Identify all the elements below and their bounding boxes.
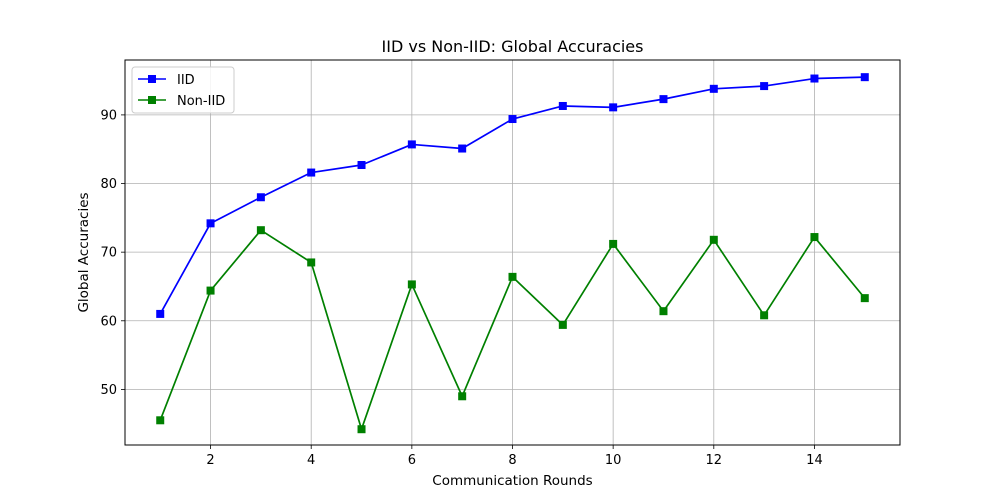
x-tick-label: 12: [706, 453, 723, 468]
series-non-iid: [156, 226, 869, 434]
data-point-non-iid: [458, 392, 467, 401]
x-axis-ticks: 2 4 6 8 10 12 14: [206, 445, 823, 468]
data-point-non-iid: [810, 233, 819, 242]
data-point-iid: [206, 219, 215, 228]
data-point-iid: [558, 101, 567, 110]
legend-marker-non-iid: [148, 96, 156, 104]
data-point-iid: [508, 115, 517, 124]
data-point-iid: [810, 74, 819, 83]
data-point-iid: [307, 168, 316, 177]
x-tick-label: 2: [206, 453, 214, 468]
data-point-non-iid: [558, 320, 567, 329]
data-point-non-iid: [508, 272, 517, 281]
data-point-iid: [357, 161, 366, 169]
data-point-iid: [156, 309, 165, 318]
series-group: [156, 73, 869, 434]
y-axis-ticks: 50 60 70 80 90: [100, 108, 125, 398]
data-point-non-iid: [760, 311, 769, 320]
data-point-iid: [458, 144, 467, 153]
data-point-non-iid: [206, 286, 215, 295]
data-point-non-iid: [256, 226, 265, 235]
grid: [125, 60, 900, 445]
x-tick-label: 6: [408, 453, 416, 468]
data-point-non-iid: [407, 280, 416, 289]
y-tick-label: 70: [100, 246, 117, 261]
data-point-non-iid: [609, 239, 618, 248]
y-axis-title: Global Accuracies: [76, 192, 92, 312]
series-iid: [156, 73, 869, 318]
data-point-iid: [760, 82, 769, 91]
data-point-non-iid: [156, 416, 165, 425]
legend: IID Non-IID: [131, 66, 235, 114]
data-point-non-iid: [709, 235, 718, 244]
data-point-iid: [659, 95, 668, 104]
x-tick-label: 8: [508, 453, 516, 468]
data-point-iid: [709, 84, 718, 93]
y-tick-label: 50: [100, 383, 117, 398]
chart-title: IID vs Non-IID: Global Accuracies: [382, 37, 644, 56]
legend-label-iid: IID: [177, 73, 195, 88]
data-point-non-iid: [659, 307, 668, 316]
x-axis-title: Communication Rounds: [432, 473, 592, 489]
data-point-iid: [256, 193, 265, 202]
x-tick-label: 14: [806, 453, 823, 468]
data-point-iid: [407, 140, 416, 149]
data-point-non-iid: [860, 294, 869, 303]
data-point-iid: [609, 103, 618, 112]
x-tick-label: 4: [307, 453, 315, 468]
data-point-non-iid: [357, 425, 366, 434]
x-tick-label: 10: [605, 453, 622, 468]
data-point-non-iid: [307, 258, 316, 267]
legend-marker-iid: [148, 75, 156, 83]
y-tick-label: 80: [100, 177, 117, 192]
y-tick-label: 90: [100, 108, 117, 123]
legend-label-non-iid: Non-IID: [177, 94, 225, 109]
data-point-iid: [860, 73, 869, 82]
y-tick-label: 60: [100, 314, 117, 329]
